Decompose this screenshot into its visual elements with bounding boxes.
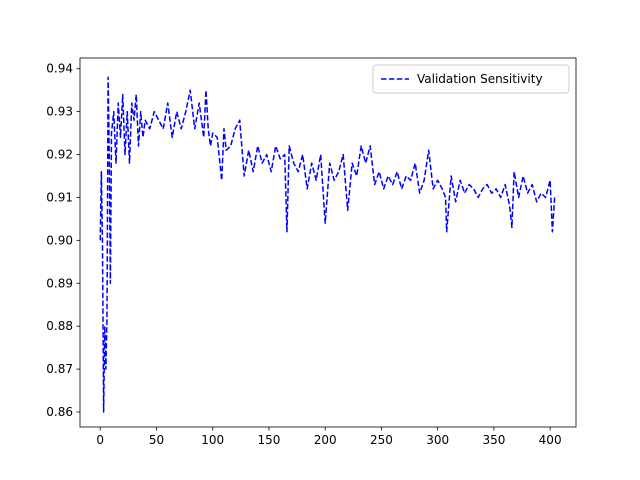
x-tick-label: 200 <box>314 433 337 447</box>
y-tick-label: 0.93 <box>46 105 73 119</box>
plot-area <box>80 58 576 427</box>
y-tick-label: 0.91 <box>46 190 73 204</box>
x-tick-label: 400 <box>539 433 562 447</box>
y-tick-label: 0.87 <box>46 362 73 376</box>
x-tick-label: 250 <box>370 433 393 447</box>
x-axis: 0 50 100 150 200 250 300 350 400 <box>96 427 562 447</box>
y-axis: 0.86 0.87 0.88 0.89 0.90 0.91 0.92 0.93 0.94 <box>46 62 80 419</box>
y-tick-label: 0.86 <box>46 405 73 419</box>
x-tick-label: 100 <box>201 433 224 447</box>
y-tick-label: 0.89 <box>46 276 73 290</box>
series-layer <box>99 76 556 413</box>
y-tick-label: 0.88 <box>46 319 73 333</box>
plot-frame <box>79 57 577 428</box>
x-tick-label: 0 <box>96 433 104 447</box>
x-tick-label: 300 <box>426 433 449 447</box>
x-tick-label: 150 <box>257 433 280 447</box>
legend-box <box>372 64 570 94</box>
series-line-0 <box>99 76 556 413</box>
legend-label: Validation Sensitivity <box>417 72 543 86</box>
y-tick-label: 0.92 <box>46 148 73 162</box>
legend: Validation Sensitivity <box>372 64 570 94</box>
x-tick-label: 50 <box>149 433 164 447</box>
x-tick-label: 350 <box>482 433 505 447</box>
y-tick-label: 0.90 <box>46 233 73 247</box>
y-tick-label: 0.94 <box>46 62 73 76</box>
